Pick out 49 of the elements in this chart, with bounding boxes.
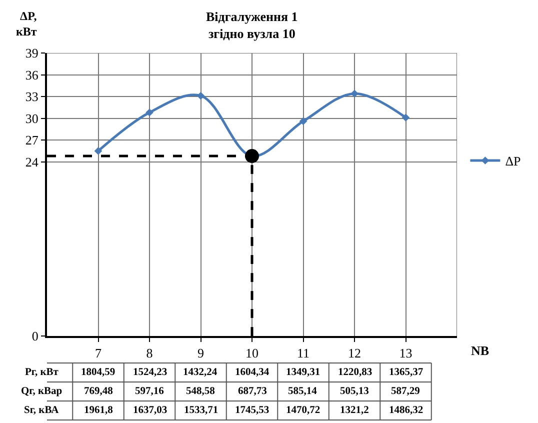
point <box>245 149 259 164</box>
y-tick-label: 36 <box>25 67 39 82</box>
text: 1349,31 <box>286 367 320 378</box>
x-tick-label: 9 <box>198 346 204 361</box>
text: 1804,59 <box>81 367 116 378</box>
x-tick-label: 13 <box>399 346 412 361</box>
text: 1486,32 <box>389 405 424 416</box>
text: 548,58 <box>186 386 215 397</box>
text: Sг, кВА <box>24 405 60 416</box>
x-tick-label: 10 <box>246 346 258 361</box>
x-axis-title: NB <box>471 343 490 358</box>
text: 587,29 <box>391 386 420 397</box>
y-tick-label: 30 <box>25 110 38 126</box>
text: 1604,34 <box>235 367 270 378</box>
text: 1321,2 <box>340 405 369 416</box>
text: 597,16 <box>135 386 164 397</box>
text: 687,73 <box>238 386 267 397</box>
point <box>196 92 205 100</box>
x-tick-label: 12 <box>348 346 361 361</box>
y-axis-title: ΔP, кВт <box>16 9 37 39</box>
y-tick-label: 39 <box>25 46 38 61</box>
text: 1637,03 <box>133 405 168 416</box>
y-tick-label: 0 <box>32 328 38 344</box>
text: 1961,8 <box>84 405 113 416</box>
text: 1524,23 <box>133 367 168 378</box>
text: 505,13 <box>340 386 369 397</box>
text: 1533,71 <box>184 405 218 416</box>
x-tick-label: 8 <box>146 346 153 361</box>
y-tick-label: 27 <box>25 132 39 148</box>
text: Рг, кВт <box>25 367 60 378</box>
point <box>146 108 154 116</box>
x-tick-label: 7 <box>95 346 102 361</box>
text: 1220,83 <box>338 367 372 378</box>
x-tick-label: 11 <box>296 346 310 361</box>
point <box>299 117 308 126</box>
legend-label: ΔP <box>505 154 521 169</box>
text: Qг, кВар <box>21 386 62 397</box>
text: 1432,24 <box>183 367 218 378</box>
point <box>350 90 358 98</box>
point <box>402 114 410 122</box>
point <box>94 147 102 155</box>
text: 585,14 <box>288 386 318 397</box>
y-tick-label: 24 <box>25 154 39 170</box>
chart-title: Відгалуження 1 згідно вузла 10 <box>206 9 298 41</box>
text: 1745,53 <box>235 405 270 416</box>
text: 1365,37 <box>389 367 424 378</box>
text: 1470,72 <box>286 405 320 416</box>
text: 769,48 <box>84 386 113 397</box>
y-tick-label: 33 <box>25 89 38 104</box>
